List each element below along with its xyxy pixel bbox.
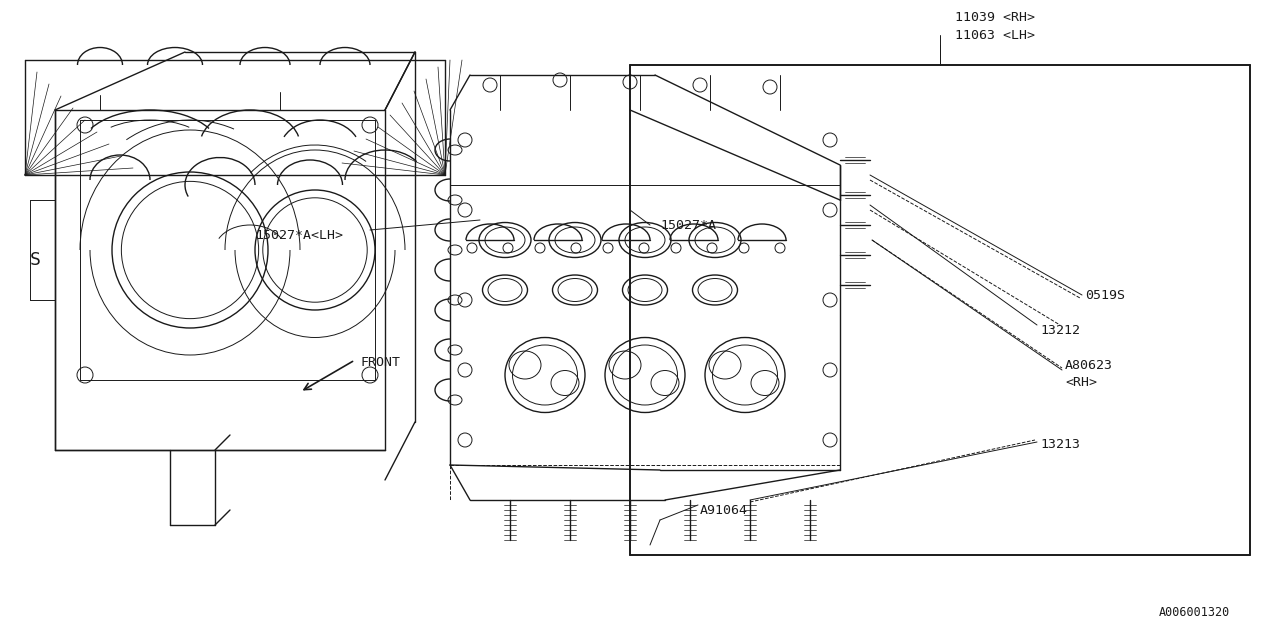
Text: 13213: 13213 bbox=[1039, 438, 1080, 451]
Text: 0519S: 0519S bbox=[1085, 289, 1125, 301]
Text: A80623: A80623 bbox=[1065, 358, 1114, 371]
Text: A91064: A91064 bbox=[700, 504, 748, 516]
Text: 11063 <LH>: 11063 <LH> bbox=[955, 29, 1036, 42]
Text: 13212: 13212 bbox=[1039, 323, 1080, 337]
Text: 15027*A: 15027*A bbox=[660, 218, 716, 232]
Text: 11039 <RH>: 11039 <RH> bbox=[955, 10, 1036, 24]
Text: A006001320: A006001320 bbox=[1158, 607, 1230, 620]
Text: <RH>: <RH> bbox=[1065, 376, 1097, 388]
Text: FRONT: FRONT bbox=[360, 355, 399, 369]
Text: S: S bbox=[29, 251, 41, 269]
Text: 15027*A<LH>: 15027*A<LH> bbox=[255, 228, 343, 241]
